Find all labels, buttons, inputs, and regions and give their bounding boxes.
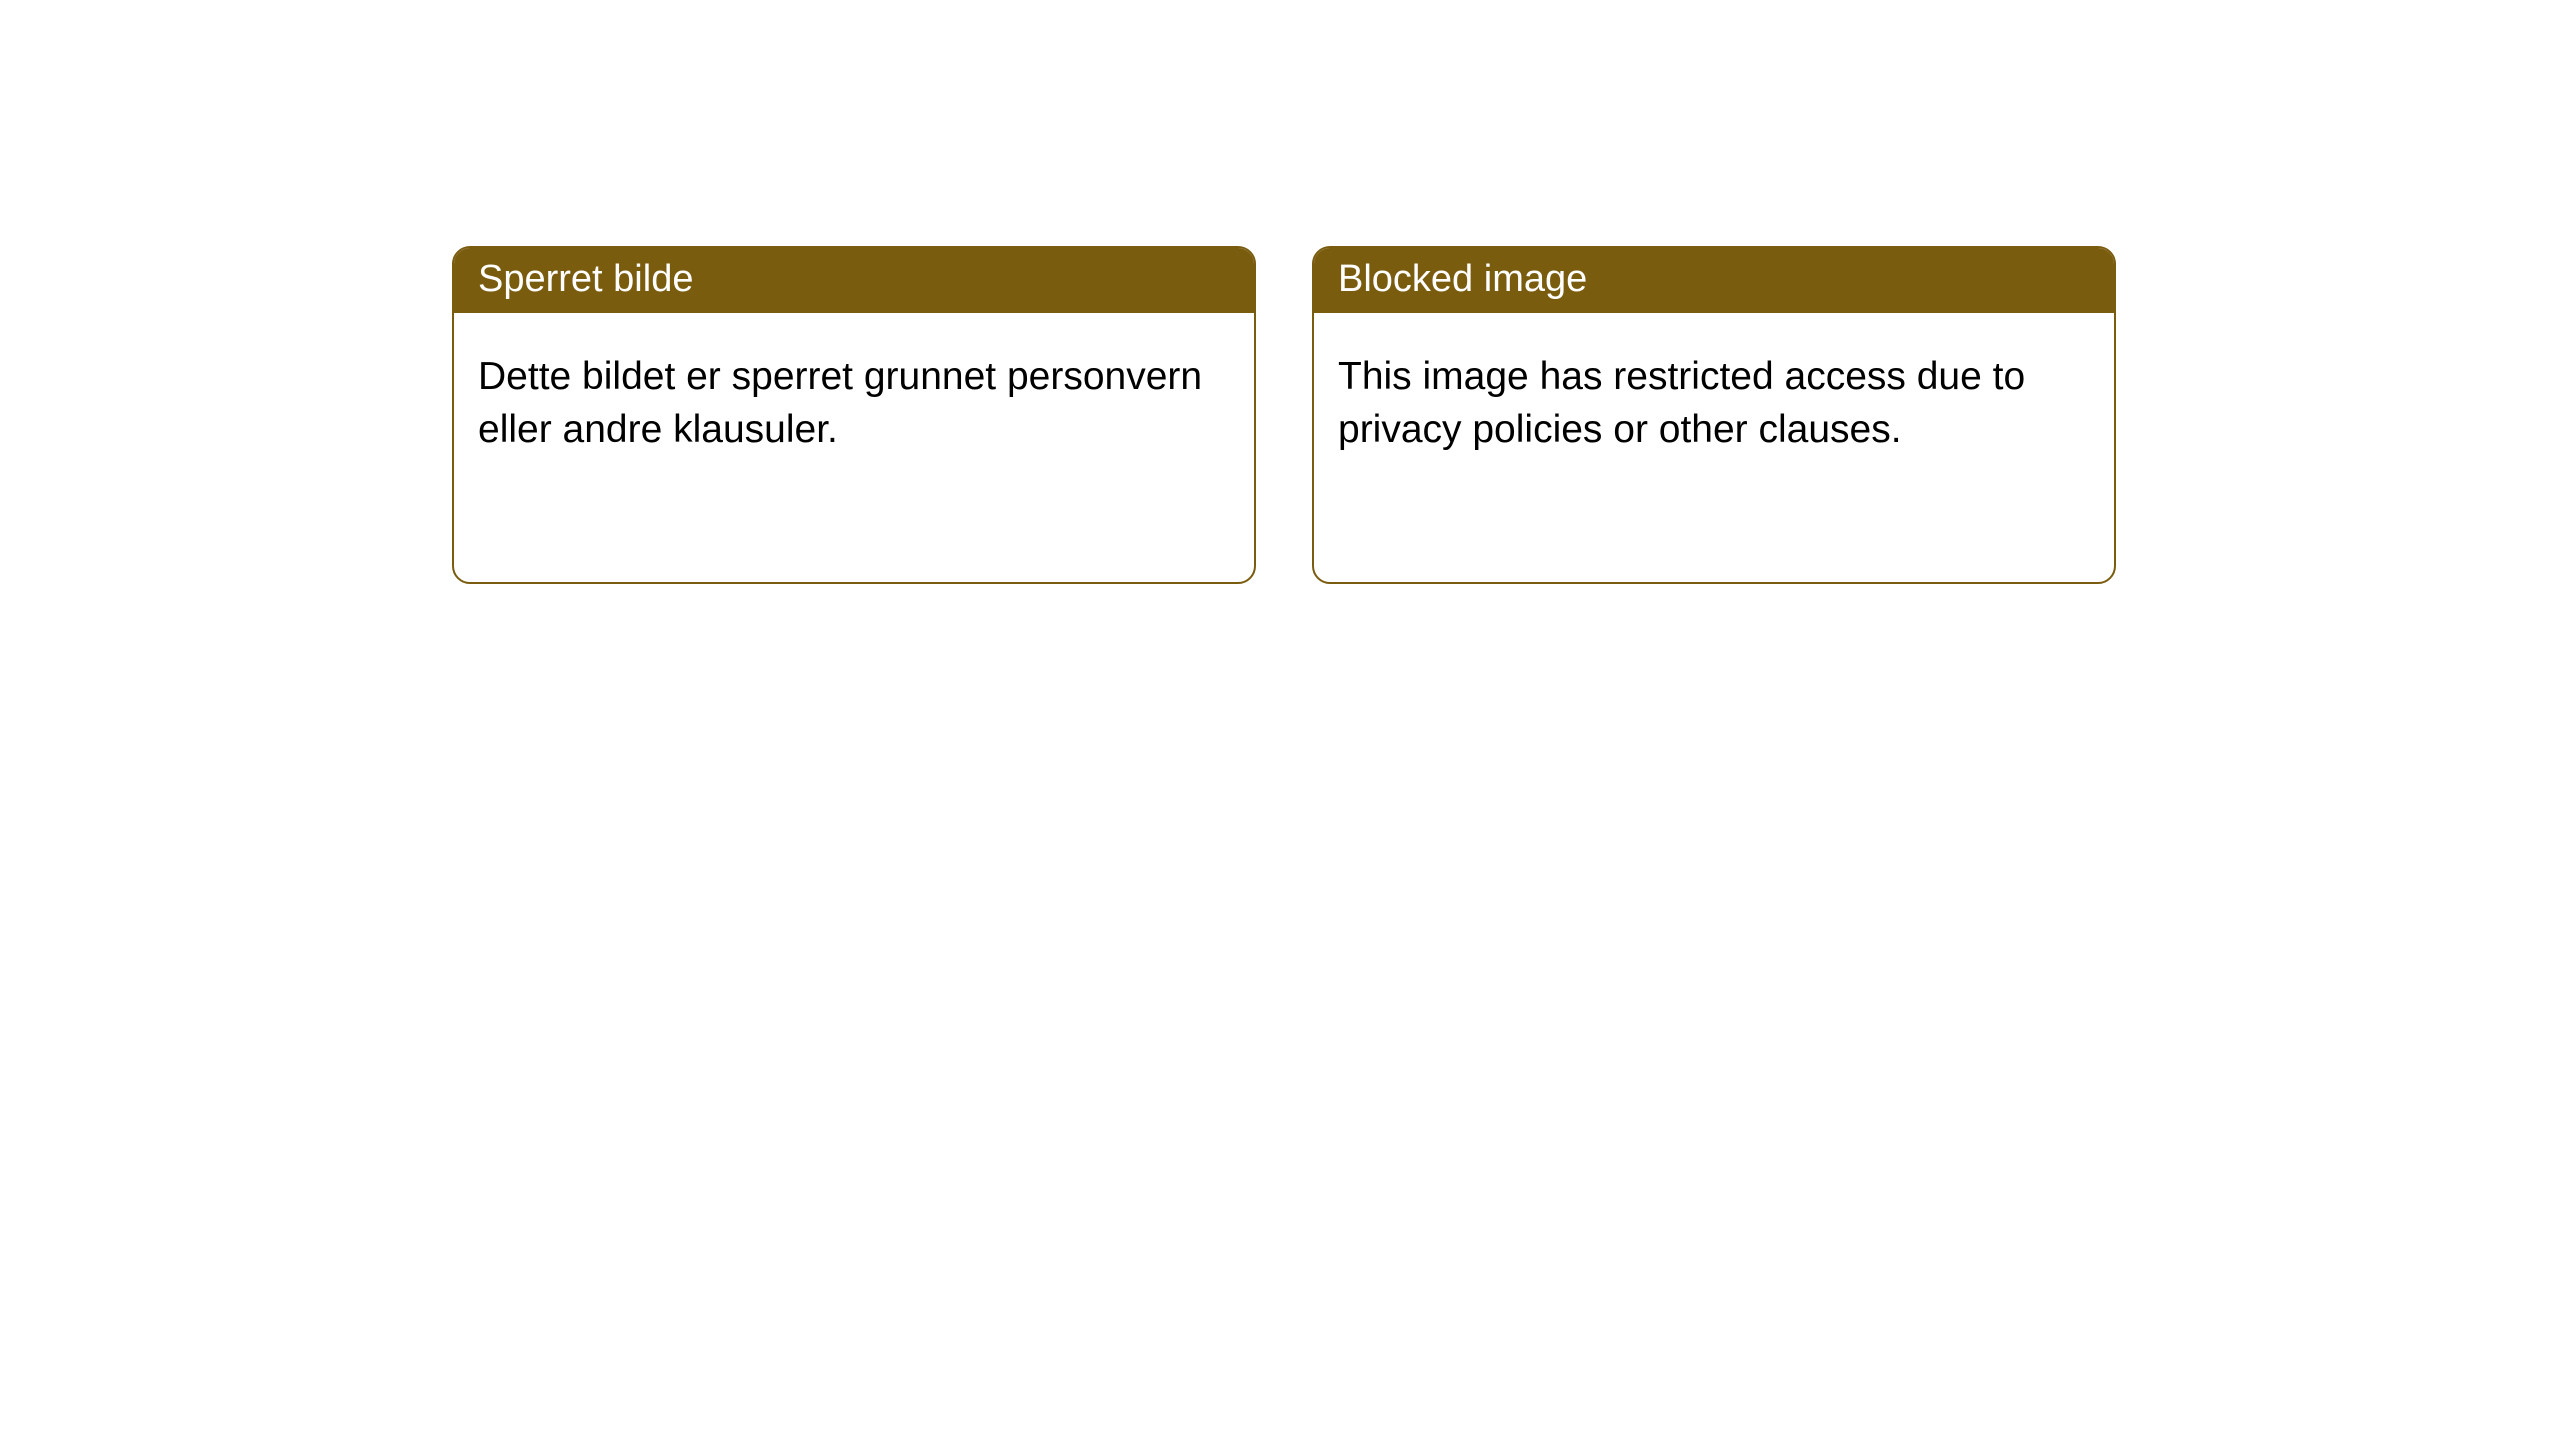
notice-card-text: This image has restricted access due to … <box>1338 355 2025 451</box>
notice-cards-container: Sperret bilde Dette bildet er sperret gr… <box>452 246 2116 584</box>
notice-card-title: Blocked image <box>1338 258 1587 300</box>
notice-card-body: This image has restricted access due to … <box>1314 313 2114 480</box>
notice-card-header: Sperret bilde <box>454 248 1254 313</box>
notice-card-english: Blocked image This image has restricted … <box>1312 246 2116 584</box>
notice-card-norwegian: Sperret bilde Dette bildet er sperret gr… <box>452 246 1256 584</box>
notice-card-title: Sperret bilde <box>478 258 693 300</box>
notice-card-body: Dette bildet er sperret grunnet personve… <box>454 313 1254 480</box>
notice-card-header: Blocked image <box>1314 248 2114 313</box>
notice-card-text: Dette bildet er sperret grunnet personve… <box>478 355 1202 451</box>
